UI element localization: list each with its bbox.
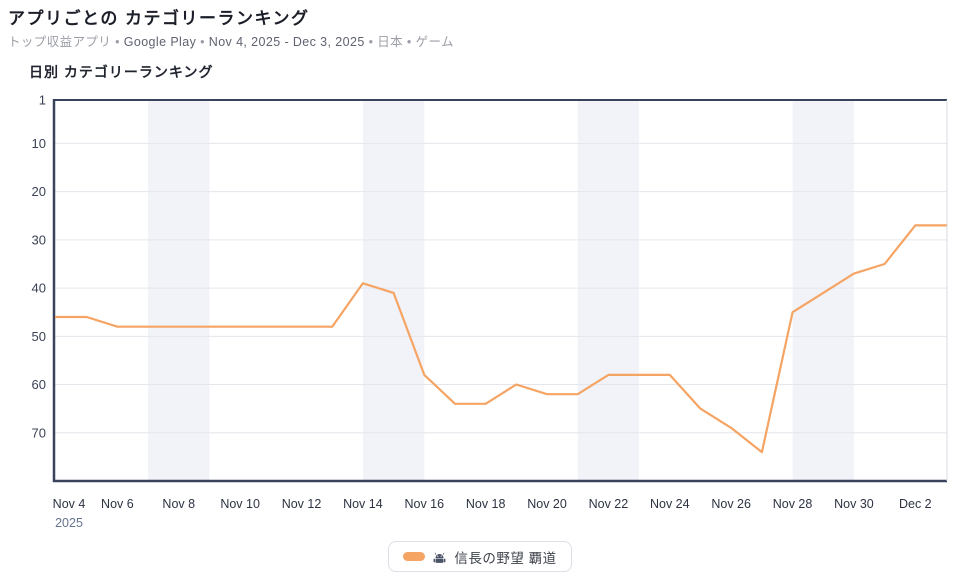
subtitle-segment: • [364, 35, 378, 49]
ranking-chart[interactable]: 1 10 20 30 40 50 60 70 Nov 4 Nov 6 Nov 8 Nov 10 Nov … [0, 0, 960, 540]
subtitle-segment: ゲーム [415, 35, 454, 49]
x-axis-tick-label: Nov 26 [711, 497, 751, 511]
y-axis-tick-label: 60 [32, 377, 46, 392]
subtitle-segment: • [403, 35, 416, 49]
subtitle-segment: • [111, 35, 124, 49]
x-axis-tick-label: Nov 20 [527, 497, 567, 511]
x-axis-tick-label: Nov 22 [589, 497, 629, 511]
x-axis-tick-label: Nov 12 [282, 497, 322, 511]
weekend-band [362, 101, 425, 480]
chart-heading: 日別 カテゴリーランキング [29, 64, 214, 80]
weekend-band [577, 101, 640, 480]
x-axis-tick-label: Nov 6 [101, 497, 134, 511]
x-axis-tick-label: Nov 4 [53, 497, 86, 511]
x-axis-year-label: 2025 [55, 516, 83, 530]
subtitle-segment: Nov 4, 2025 - Dec 3, 2025 [208, 35, 365, 49]
ranking-line-series[interactable] [54, 224, 948, 454]
x-axis-tick-label: Nov 14 [343, 497, 383, 511]
x-axis-tick-label: Nov 10 [220, 497, 260, 511]
x-axis-tick-label: Nov 16 [404, 497, 444, 511]
y-axis-tick-label: 20 [32, 184, 46, 199]
legend-item[interactable]: 信長の野望 覇道 [388, 541, 572, 572]
y-axis-tick-label: 50 [32, 329, 46, 344]
y-axis-tick-label: 30 [32, 232, 46, 247]
x-axis-tick-label: Nov 30 [834, 497, 874, 511]
x-axis-tick-label: Dec 2 [899, 497, 932, 511]
weekend-band [148, 101, 210, 480]
subtitle-segment: • [196, 35, 209, 49]
x-axis-tick-label: Nov 18 [466, 497, 506, 511]
weekend-band [792, 101, 854, 480]
y-axis-tick-label: 10 [32, 136, 46, 151]
y-axis-tick-label: 1 [39, 93, 46, 108]
y-axis-tick-label: 70 [32, 425, 46, 440]
x-axis-tick-label: Nov 28 [773, 497, 813, 511]
android-icon [433, 552, 446, 563]
subtitle-segment: 日本 [377, 35, 404, 49]
legend-label: 信長の野望 覇道 [454, 550, 557, 566]
subtitle-segment: Google Play [123, 35, 197, 49]
page-title: アプリごとの カテゴリーランキング [8, 9, 310, 28]
y-axis-tick-label: 40 [32, 281, 46, 296]
x-axis-tick-label: Nov 24 [650, 497, 690, 511]
page-subtitle: トップ収益アプリ • Google Play • Nov 4, 2025 - D… [8, 31, 454, 50]
legend-line-swatch [403, 552, 426, 561]
subtitle-segment: トップ収益アプリ [8, 35, 112, 49]
legend-wrap: 信長の野望 覇道 [0, 541, 960, 572]
x-axis-tick-label: Nov 8 [162, 497, 195, 511]
